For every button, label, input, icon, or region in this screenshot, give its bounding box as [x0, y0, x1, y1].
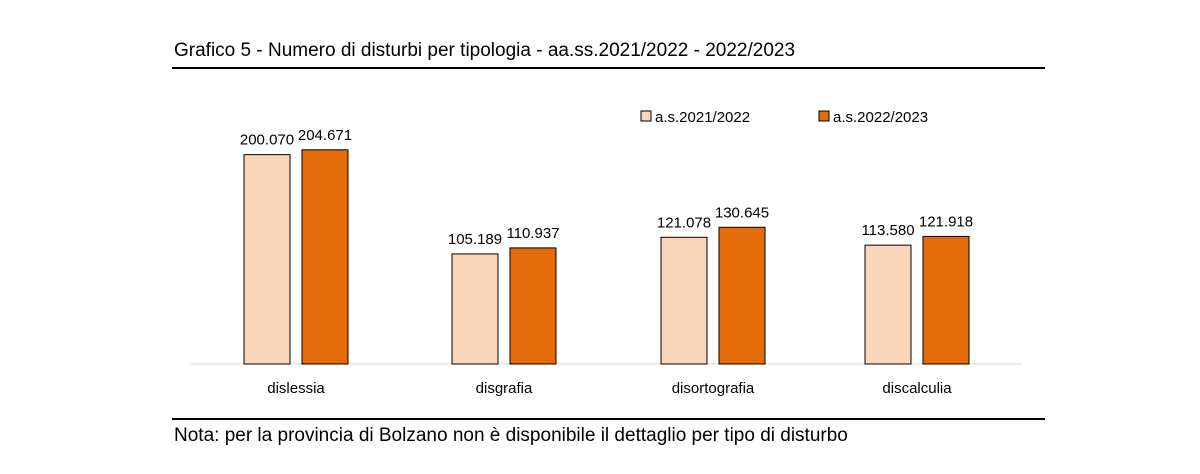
- data-label-disortografia-series-1: 121.078: [657, 214, 711, 231]
- note-rule: [172, 418, 1045, 420]
- bar-disgrafia-series-1: [451, 253, 499, 365]
- bar-disgrafia-series-2: [509, 247, 557, 365]
- bar-discalculia-series-1: [864, 244, 912, 365]
- category-label-disortografia: disortografia: [672, 380, 755, 397]
- legend-swatch-series-1: [640, 110, 652, 122]
- category-label-disgrafia: disgrafia: [476, 380, 533, 397]
- legend-label-series-1: a.s.2021/2022: [655, 109, 750, 126]
- category-label-discalculia: discalculia: [882, 380, 952, 397]
- bars-group: 200.070 204.671 dislessia 105.189 110.937 dis…: [240, 127, 973, 397]
- data-label-discalculia-series-1: 113.580: [861, 222, 914, 239]
- bar-discalculia-series-2: [922, 235, 970, 365]
- data-label-dislessia-series-1: 200.070: [240, 132, 294, 149]
- footnote: Nota: per la provincia di Bolzano non è …: [174, 425, 848, 446]
- bar-disortografia-series-1: [660, 236, 708, 365]
- bar-dislessia-series-2: [301, 149, 349, 365]
- bar-dislessia-series-1: [243, 154, 291, 365]
- data-label-discalculia-series-2: 121.918: [919, 213, 973, 230]
- data-label-dislessia-series-2: 204.671: [298, 127, 352, 144]
- bar-disortografia-series-2: [718, 226, 766, 365]
- legend: a.s.2021/2022 a.s.2022/2023: [640, 109, 928, 126]
- data-label-disortografia-series-2: 130.645: [715, 204, 769, 221]
- data-label-disgrafia-series-2: 110.937: [506, 225, 559, 242]
- chart-title: Grafico 5 - Numero di disturbi per tipol…: [174, 40, 796, 61]
- legend-swatch-series-2: [818, 110, 830, 122]
- title-rule: [172, 67, 1045, 69]
- category-label-dislessia: dislessia: [267, 380, 325, 397]
- data-label-disgrafia-series-1: 105.189: [448, 231, 502, 248]
- legend-label-series-2: a.s.2022/2023: [833, 109, 928, 126]
